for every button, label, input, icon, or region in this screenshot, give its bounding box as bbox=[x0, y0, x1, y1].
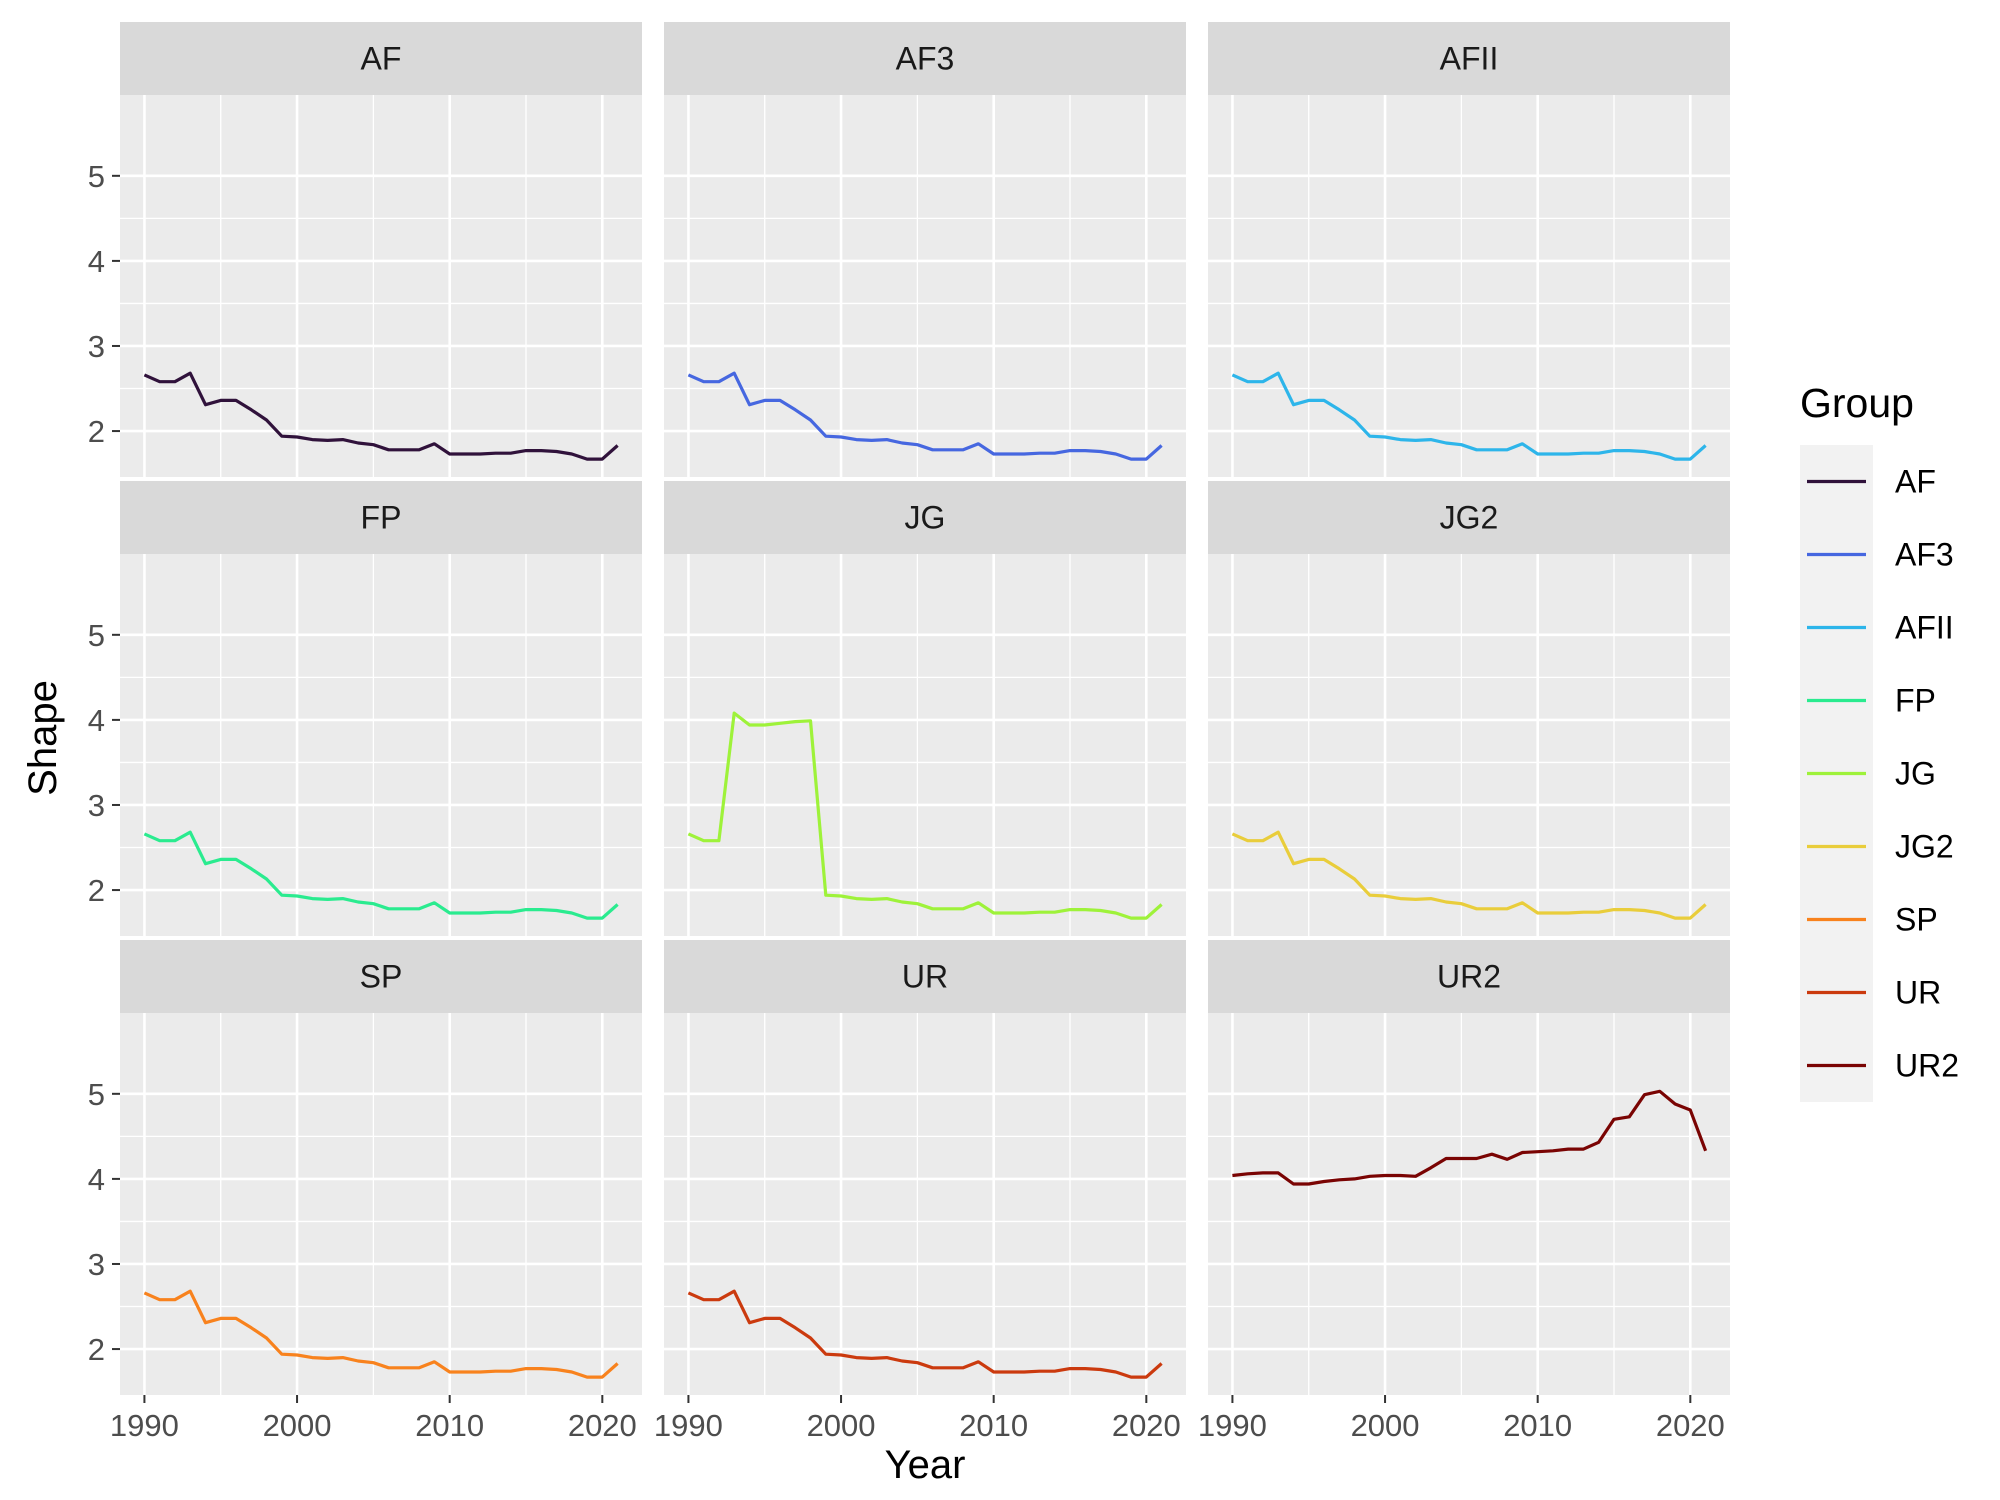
y-tick-label: 4 bbox=[88, 244, 105, 279]
x-tick-label: 2020 bbox=[1656, 1408, 1725, 1443]
facet-strip-label: UR2 bbox=[1437, 959, 1501, 995]
legend-label: FP bbox=[1895, 683, 1936, 719]
legend-label: JG2 bbox=[1895, 829, 1954, 865]
facet-strip bbox=[120, 940, 642, 1013]
series-line bbox=[1232, 1089, 1708, 1186]
facet-strip-label: AF3 bbox=[896, 41, 955, 77]
plot-background bbox=[664, 1013, 1186, 1395]
legend-label: UR bbox=[1895, 975, 1941, 1011]
x-tick-label: 2020 bbox=[568, 1408, 637, 1443]
y-tick-label: 3 bbox=[88, 788, 105, 823]
facet-strip-label: SP bbox=[360, 959, 403, 995]
series-line bbox=[1231, 371, 1707, 461]
facet-panel: UR2 bbox=[1208, 940, 1730, 1395]
y-tick-label: 5 bbox=[88, 1077, 105, 1112]
facet-panel: AF3 bbox=[664, 22, 1186, 477]
facet-strip bbox=[664, 481, 1186, 554]
legend-label: AF bbox=[1895, 464, 1936, 500]
series-line bbox=[143, 1289, 619, 1379]
y-tick-label: 3 bbox=[88, 1247, 105, 1282]
series-line bbox=[1231, 830, 1707, 920]
facet-panel: JG2 bbox=[1208, 481, 1730, 936]
y-tick-label: 2 bbox=[88, 873, 105, 908]
facet-strip-label: AFII bbox=[1440, 41, 1499, 77]
legend-label: JG bbox=[1895, 756, 1936, 792]
series-line bbox=[143, 371, 619, 461]
y-tick-label: 3 bbox=[88, 329, 105, 364]
plot-background bbox=[120, 95, 642, 477]
x-tick-label: 2010 bbox=[415, 1408, 484, 1443]
series-line bbox=[687, 371, 1163, 461]
facet-panel: FP bbox=[120, 481, 642, 936]
facet-strip bbox=[120, 22, 642, 95]
y-tick-label: 5 bbox=[88, 159, 105, 194]
x-tick-label: 1990 bbox=[1198, 1408, 1267, 1443]
facet-strip bbox=[120, 481, 642, 554]
facet-strip bbox=[1208, 940, 1730, 1013]
y-tick-label: 4 bbox=[88, 1162, 105, 1197]
legend-title: Group bbox=[1800, 380, 1914, 426]
legend-label: AFII bbox=[1895, 610, 1954, 646]
y-axis-title: Shape bbox=[21, 680, 65, 796]
x-tick-label: 2010 bbox=[1503, 1408, 1572, 1443]
facet-strip bbox=[1208, 481, 1730, 554]
facet-strip-label: UR bbox=[902, 959, 948, 995]
legend-label: UR2 bbox=[1895, 1048, 1959, 1084]
x-tick-label: 1990 bbox=[110, 1408, 179, 1443]
series-line bbox=[143, 830, 619, 920]
plot-background bbox=[1208, 95, 1730, 477]
legend-label: AF3 bbox=[1895, 537, 1954, 573]
series-line bbox=[687, 1289, 1163, 1379]
facet-strip-label: AF bbox=[361, 41, 402, 77]
series-line bbox=[687, 711, 1163, 920]
facet-panel: JG bbox=[664, 481, 1186, 936]
facet-strip bbox=[1208, 22, 1730, 95]
facet-panel: UR bbox=[664, 940, 1186, 1395]
plot-background bbox=[120, 554, 642, 936]
facet-panels: AF AF3 AFII FP JG JG2 SP UR UR2 bbox=[120, 22, 1730, 1395]
x-tick-label: 1990 bbox=[654, 1408, 723, 1443]
facet-strip bbox=[664, 940, 1186, 1013]
axes: 2 3 4 5 2 3 4 5 2 3 4 5 1990 2000 2010 2020 1990 2000 2010… bbox=[88, 159, 1725, 1443]
y-tick-label: 2 bbox=[88, 414, 105, 449]
x-axis-title: Year bbox=[885, 1443, 966, 1487]
plot-background bbox=[664, 554, 1186, 936]
facet-panel: SP bbox=[120, 940, 642, 1395]
plot-background bbox=[664, 95, 1186, 477]
legend-label: SP bbox=[1895, 902, 1938, 938]
x-tick-label: 2000 bbox=[1351, 1408, 1420, 1443]
x-tick-label: 2000 bbox=[807, 1408, 876, 1443]
facet-strip-label: FP bbox=[361, 500, 402, 536]
x-tick-label: 2000 bbox=[263, 1408, 332, 1443]
facet-panel: AFII bbox=[1208, 22, 1730, 477]
facet-strip-label: JG bbox=[905, 500, 946, 536]
y-tick-label: 2 bbox=[88, 1332, 105, 1367]
plot-background bbox=[1208, 554, 1730, 936]
x-tick-label: 2010 bbox=[959, 1408, 1028, 1443]
facet-strip-label: JG2 bbox=[1440, 500, 1499, 536]
plot-background bbox=[1208, 1013, 1730, 1395]
y-tick-label: 4 bbox=[88, 703, 105, 738]
facet-strip bbox=[664, 22, 1186, 95]
facet-panel: AF bbox=[120, 22, 642, 477]
y-tick-label: 5 bbox=[88, 618, 105, 653]
plot-background bbox=[120, 1013, 642, 1395]
x-tick-label: 2020 bbox=[1112, 1408, 1181, 1443]
legend: Group AF AF3 AFII FP JG JG2 SP UR UR2 bbox=[1800, 380, 1959, 1102]
